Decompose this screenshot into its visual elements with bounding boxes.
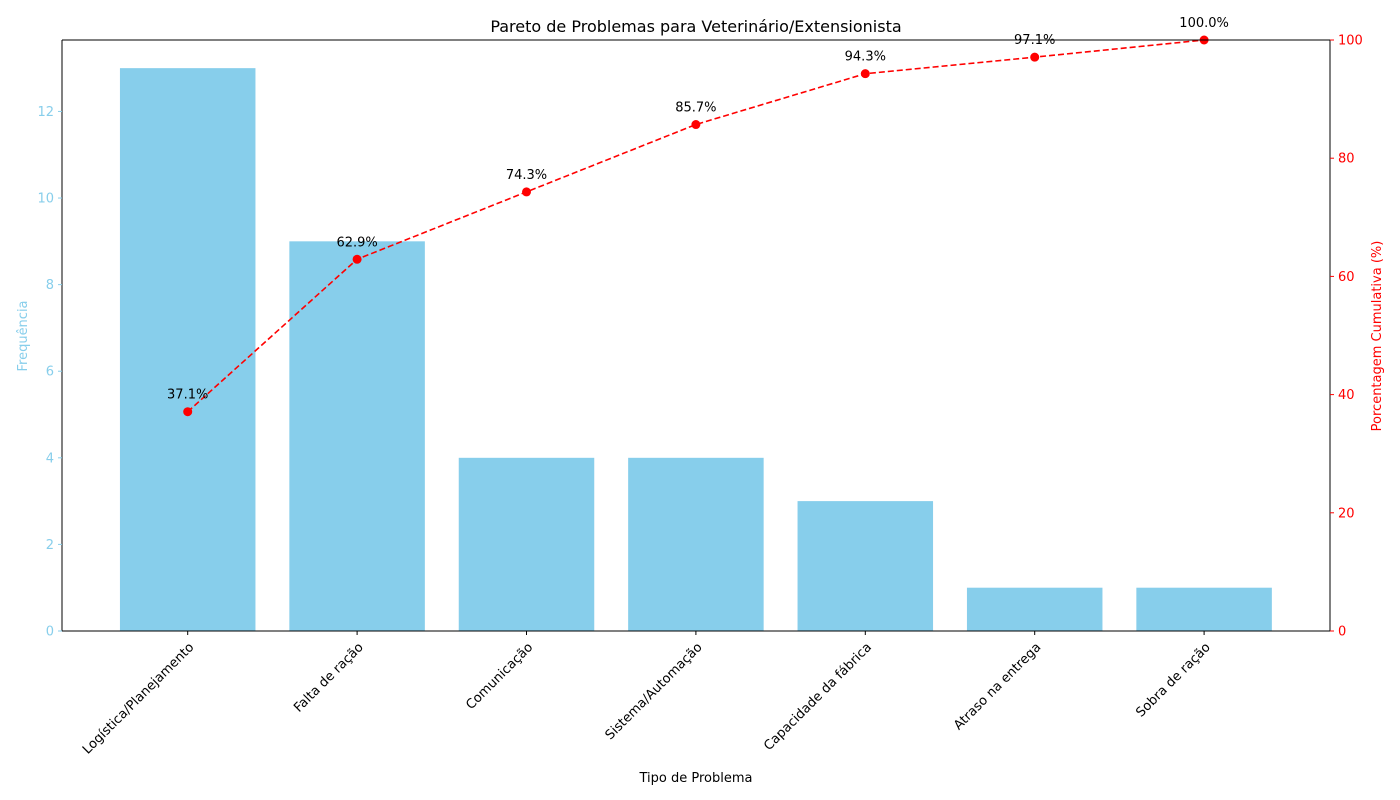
x-tick-label: Sistema/Automação — [603, 640, 706, 743]
bar — [458, 457, 595, 631]
y-tick-label: 8 — [46, 278, 54, 293]
y2-tick-label: 40 — [1338, 388, 1355, 403]
cumulative-point — [691, 120, 701, 130]
x-axis-label: Tipo de Problema — [639, 771, 753, 786]
y-tick-label: 2 — [46, 538, 54, 553]
y2-axis-label: Porcentagem Cumulativa (%) — [1370, 241, 1385, 432]
y2-tick-label: 0 — [1338, 625, 1346, 640]
x-tick-label: Logística/Planejamento — [80, 640, 197, 757]
y-axis-label: Frequência — [16, 300, 31, 371]
x-tick-label: Sobra de ração — [1133, 640, 1213, 720]
y-tick-label: 6 — [46, 365, 54, 380]
y-tick-label: 10 — [37, 192, 54, 207]
cumulative-point — [522, 187, 531, 197]
y2-tick-label: 60 — [1338, 270, 1355, 285]
cumulative-line-group: 37.1% 62.9% 74.3% 85.7% 94.3% 97.1% 100.0% — [167, 16, 1229, 417]
cumulative-point — [860, 69, 870, 79]
x-tick-label: Comunicação — [463, 640, 536, 713]
cumulative-point-label: 94.3% — [845, 50, 886, 65]
cumulative-point-label: 74.3% — [506, 168, 547, 183]
x-tick-label: Falta de ração — [291, 640, 367, 716]
y-tick-label: 0 — [46, 625, 54, 640]
bar — [289, 241, 425, 632]
cumulative-point-label: 62.9% — [336, 235, 377, 250]
bar — [966, 587, 1103, 631]
cumulative-point-label: 97.1% — [1014, 33, 1055, 48]
bar — [628, 457, 764, 631]
bar — [797, 501, 934, 631]
bars-group — [119, 68, 1272, 632]
y2-tick-label: 20 — [1338, 506, 1355, 521]
cumulative-point — [1030, 52, 1040, 62]
y2-tick-label: 80 — [1338, 152, 1355, 167]
y-tick-label: 4 — [46, 451, 54, 466]
x-tick-label: Atraso na entrega — [951, 640, 1044, 733]
cumulative-point-label: 37.1% — [167, 388, 208, 403]
x-tick-label: Capacidade da fábrica — [761, 640, 875, 754]
chart-title: Pareto de Problemas para Veterinário/Ext… — [490, 17, 901, 36]
y-tick-label: 12 — [37, 105, 54, 120]
cumulative-point-label: 85.7% — [675, 101, 716, 116]
bar — [1136, 587, 1272, 631]
cumulative-point — [352, 254, 362, 264]
cumulative-point — [183, 407, 193, 417]
cumulative-point-label: 100.0% — [1179, 16, 1229, 31]
y2-tick-label: 100 — [1338, 34, 1363, 49]
bar — [119, 68, 256, 631]
